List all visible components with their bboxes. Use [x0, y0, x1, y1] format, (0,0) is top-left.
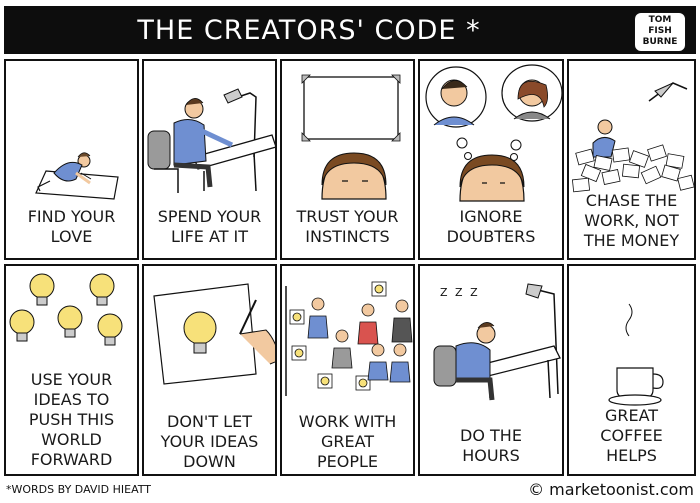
panel-use-your-ideas: USE YOUR IDEAS TO PUSH THIS WORLD FORWAR… [4, 264, 139, 476]
caption-line: COFFEE [600, 426, 663, 445]
illustration-person-drawing-on-floor [35, 152, 119, 200]
caption-line: WORK WITH [298, 412, 397, 431]
illustration-glowing-light-bulbs [9, 273, 123, 346]
caption-line: SPEND YOUR [157, 207, 262, 226]
illustration-person-under-pile-of-papers [571, 82, 694, 193]
caption-line: TRUST YOUR [296, 207, 399, 226]
caption-line: DOUBTERS [446, 227, 536, 246]
caption-line: IGNORE [459, 207, 523, 226]
sleep-zzz: Z Z Z [440, 286, 480, 299]
caption-line: DOWN [183, 452, 236, 471]
caption-line: YOUR IDEAS [160, 432, 259, 451]
artist-logo: TOM FISH BURNE [634, 12, 686, 52]
panel-great-coffee-helps: GREAT COFFEE HELPS [567, 264, 696, 476]
caption-line: LOVE [50, 227, 93, 246]
caption-line: HOURS [462, 446, 520, 465]
caption-line: USE YOUR [30, 370, 113, 389]
caption-line: DO THE [460, 426, 522, 445]
caption-line: FORWARD [30, 450, 113, 469]
caption-line: INSTINCTS [305, 227, 390, 246]
title-bar: THE CREATORS' CODE * [4, 6, 696, 54]
panel-do-the-hours: Z Z Z DO THE HOURS [418, 264, 564, 476]
caption-line: PEOPLE [316, 452, 379, 471]
caption-line: LIFE AT IT [170, 227, 249, 246]
panel-spend-your-life-at-it: SPEND YOUR LIFE AT IT [142, 59, 277, 260]
caption-line: PUSH THIS [28, 410, 115, 429]
panel-dont-let-your-ideas-down: DON'T LET YOUR IDEAS DOWN [142, 264, 277, 476]
illustration-person-with-doubting-thought-bubbles [425, 64, 562, 202]
illustration-group-of-people-with-ideas [285, 281, 413, 396]
illustration-person-at-drafting-table [147, 88, 275, 193]
comic-title: THE CREATORS' CODE * [137, 15, 481, 46]
logo-line: BURNE [642, 37, 678, 47]
illustration-person-with-blank-canvas [301, 74, 401, 200]
illustration-person-sleeping-at-desk [433, 283, 561, 401]
caption-line: WORLD [41, 430, 102, 449]
caption-line: WORK, NOT [584, 211, 679, 230]
panel-trust-your-instincts: TRUST YOUR INSTINCTS [280, 59, 415, 260]
logo-line: FISH [648, 26, 672, 36]
caption-line: CHASE THE [585, 191, 678, 210]
caption-line: THE MONEY [583, 231, 680, 250]
caption-line: DON'T LET [167, 412, 252, 431]
logo-line: TOM [648, 15, 672, 25]
illustration-hand-drawing-light-bulb [153, 283, 275, 385]
panel-find-your-love: FIND YOUR LOVE [4, 59, 139, 260]
panel-chase-the-work: CHASE THE WORK, NOT THE MONEY [567, 59, 696, 260]
illustration-steaming-coffee-cup [608, 303, 664, 406]
site-credit: © marketoonist.com [528, 480, 694, 499]
words-credit: *WORDS BY DAVID HIEATT [6, 483, 152, 496]
caption-line: FIND YOUR [27, 207, 116, 226]
caption-line: IDEAS TO [33, 390, 110, 409]
caption-line: GREAT [320, 432, 375, 451]
panel-ignore-doubters: IGNORE DOUBTERS [418, 59, 564, 260]
caption-line: HELPS [606, 446, 657, 465]
caption-line: GREAT [604, 406, 659, 425]
panel-work-with-great-people: WORK WITH GREAT PEOPLE [280, 264, 415, 476]
